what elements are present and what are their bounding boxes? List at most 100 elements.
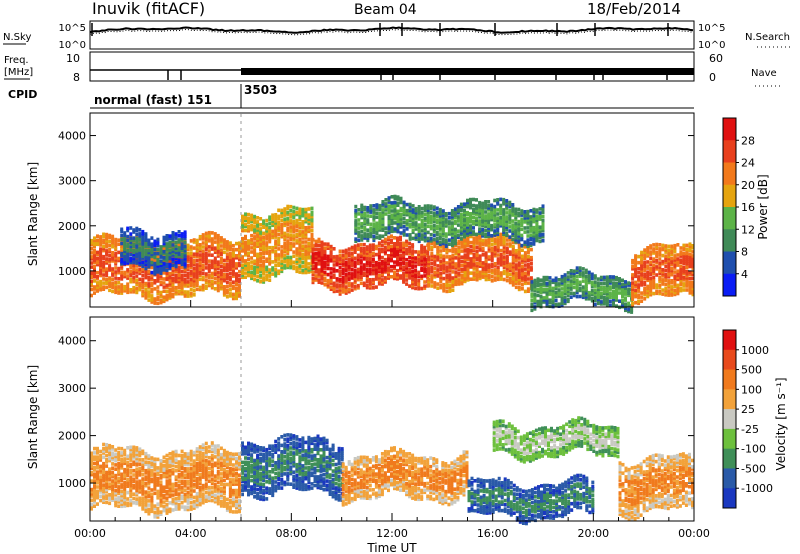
echo-cell xyxy=(374,269,378,273)
echo-cell xyxy=(637,260,641,265)
echo-cell xyxy=(466,239,470,244)
echo-cell xyxy=(599,291,603,296)
echo-cell xyxy=(393,200,397,205)
echo-cell xyxy=(338,280,342,284)
echo-cell xyxy=(526,289,530,293)
echo-cell xyxy=(99,239,103,243)
echo-cell xyxy=(608,285,612,289)
echo-cell xyxy=(289,237,293,241)
echo-cell xyxy=(135,274,139,278)
echo-cell xyxy=(563,275,567,279)
echo-cell xyxy=(369,226,373,231)
echo-cell xyxy=(147,256,151,261)
echo-cell xyxy=(265,243,269,247)
echo-cell xyxy=(222,276,226,281)
echo-cell xyxy=(180,289,184,294)
echo-cell xyxy=(225,258,229,262)
echo-cell xyxy=(505,272,509,277)
echo-cell xyxy=(411,285,415,290)
echo-cell xyxy=(602,291,606,296)
echo-cell xyxy=(667,271,671,275)
echo-cell xyxy=(493,215,497,219)
echo-cell xyxy=(277,247,281,251)
echo-cell xyxy=(304,228,308,232)
echo-cell xyxy=(380,278,384,282)
echo-cell xyxy=(108,493,112,497)
echo-cell xyxy=(414,233,418,237)
echo-cell xyxy=(612,283,615,287)
echo-cell xyxy=(484,239,488,243)
echo-cell xyxy=(451,247,455,252)
echo-cell xyxy=(408,202,412,207)
echo-cell xyxy=(475,273,479,278)
echo-cell xyxy=(502,243,506,247)
echo-cell xyxy=(168,275,172,280)
echo-cell xyxy=(301,224,305,228)
echo-cell xyxy=(183,273,187,278)
echo-cell xyxy=(174,273,178,278)
echo-cell xyxy=(584,291,588,295)
echo-cell xyxy=(661,278,665,282)
noise-spikes xyxy=(91,23,669,36)
echo-cell xyxy=(430,261,434,266)
echo-cell xyxy=(621,294,624,299)
echo-cell xyxy=(393,204,397,209)
echo-cell xyxy=(195,250,199,255)
echo-cell xyxy=(332,275,336,279)
echo-cell xyxy=(277,220,281,225)
echo-cell xyxy=(274,219,278,223)
echo-cell xyxy=(517,230,521,234)
echo-cell xyxy=(649,246,653,250)
echo-cell xyxy=(453,233,457,238)
echo-cell xyxy=(578,268,582,272)
echo-cell xyxy=(368,286,372,290)
echo-cell xyxy=(378,216,382,220)
echo-cell xyxy=(427,283,431,288)
echo-cell xyxy=(368,249,372,254)
echo-cell xyxy=(652,263,656,267)
echo-cell xyxy=(408,268,412,272)
echo-cell xyxy=(198,234,202,239)
echo-cell xyxy=(542,300,546,304)
echo-cell xyxy=(144,234,148,238)
echo-cell xyxy=(129,260,133,265)
echo-cell xyxy=(219,272,223,277)
echo-cell xyxy=(274,215,278,219)
echo-cell xyxy=(517,285,521,290)
echo-cell xyxy=(584,278,588,283)
echo-cell xyxy=(360,209,364,214)
echo-cell xyxy=(259,217,263,221)
echo-cell xyxy=(90,287,93,292)
echo-cell xyxy=(667,252,671,257)
echo-cell xyxy=(387,247,390,252)
echo-cell xyxy=(156,279,160,283)
echo-cell xyxy=(168,281,172,286)
echo-cell xyxy=(411,230,415,235)
echo-cell xyxy=(548,284,552,288)
echo-cell xyxy=(210,285,214,290)
echo-cell xyxy=(420,256,424,260)
echo-cell xyxy=(472,267,476,271)
echo-cell xyxy=(213,262,217,267)
echo-cell xyxy=(390,250,393,255)
echo-cell xyxy=(442,264,446,269)
echo-cell xyxy=(317,251,321,256)
echo-cell xyxy=(132,244,136,248)
colorbar-tick-label: 16 xyxy=(741,201,755,214)
echo-cell xyxy=(90,462,93,466)
echo-cell xyxy=(371,269,375,274)
echo-cell xyxy=(141,285,145,290)
echo-cell xyxy=(433,258,437,263)
echo-cell xyxy=(566,293,570,297)
echo-cell xyxy=(105,257,109,261)
echo-cell xyxy=(238,255,241,260)
echo-cell xyxy=(602,298,606,302)
echo-cell xyxy=(222,293,226,297)
echo-cell xyxy=(238,249,241,254)
echo-cell xyxy=(111,498,115,502)
echo-cell xyxy=(235,294,238,299)
echo-cell xyxy=(177,238,181,242)
echo-cell xyxy=(335,258,339,263)
echo-cell xyxy=(114,290,118,295)
echo-cell xyxy=(463,273,467,278)
